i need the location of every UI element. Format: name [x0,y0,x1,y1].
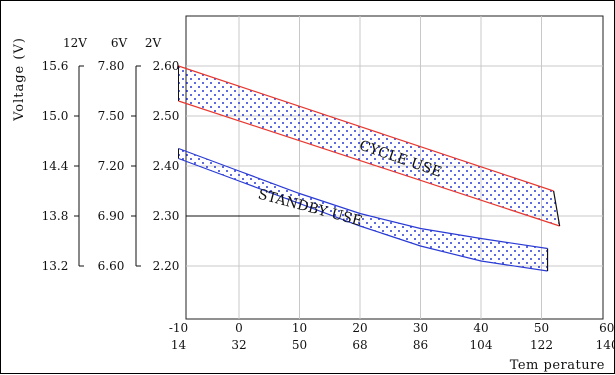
x-tick-label-celsius: 20 [352,321,367,335]
series-label: STANDBY USE [256,187,364,230]
voltage-column-header: 12V [63,36,87,50]
voltage-tick-label: 2.30 [153,209,180,223]
series-lower-line [178,100,560,227]
x-tick-label-fahrenheit: 122 [530,338,553,352]
voltage-tick-label: 2.60 [153,59,180,73]
series-band-fill [178,66,560,226]
voltage-tick-label: 13.2 [42,259,69,273]
voltage-tick-label: 14.4 [42,159,69,173]
voltage-tick-label: 13.8 [42,209,69,223]
voltage-tick-label: 7.20 [98,159,125,173]
x-tick-label-celsius: 50 [534,321,549,335]
series-lower-line [178,157,548,272]
x-tick-label-celsius: 30 [413,321,428,335]
series-upper-line [178,65,554,192]
voltage-column-header: 6V [111,36,128,50]
plot-frame [185,15,604,320]
x-tick-label-fahrenheit: 14 [171,338,187,352]
x-tick-label-celsius: 0 [235,321,243,335]
y-axis-title: Voltage (V) [12,37,27,122]
x-tick-label-celsius: -10 [169,321,188,335]
x-tick-label-fahrenheit: 86 [413,338,428,352]
x-tick-label-fahrenheit: 50 [292,338,307,352]
x-tick-label-celsius: 40 [473,321,488,335]
voltage-tick-label: 7.80 [98,59,125,73]
x-tick-label-fahrenheit: 32 [231,338,246,352]
x-tick-label-fahrenheit: 104 [470,338,493,352]
voltage-tick-label: 15.0 [42,109,69,123]
voltage-column-header: 2V [145,36,162,50]
voltage-tick-label: 15.6 [42,59,69,73]
voltage-tick-label: 2.20 [153,259,180,273]
voltage-tick-label: 6.90 [98,209,125,223]
x-tick-label-celsius: 10 [292,321,307,335]
series-band-fill [178,148,548,271]
series-upper-line [178,147,548,250]
voltage-tick-label: 6.60 [98,259,125,273]
voltage-tick-label: 2.50 [153,109,180,123]
series-band-end [553,190,561,227]
x-tick-label-celsius: 60 (℃) [599,321,615,335]
x-tick-label-fahrenheit: 140 (℉) [596,338,615,352]
x-axis-title: Tem perature [510,358,605,373]
voltage-tick-label: 2.40 [153,159,180,173]
x-tick-label-fahrenheit: 68 [352,338,367,352]
voltage-tick-label: 7.50 [98,109,125,123]
